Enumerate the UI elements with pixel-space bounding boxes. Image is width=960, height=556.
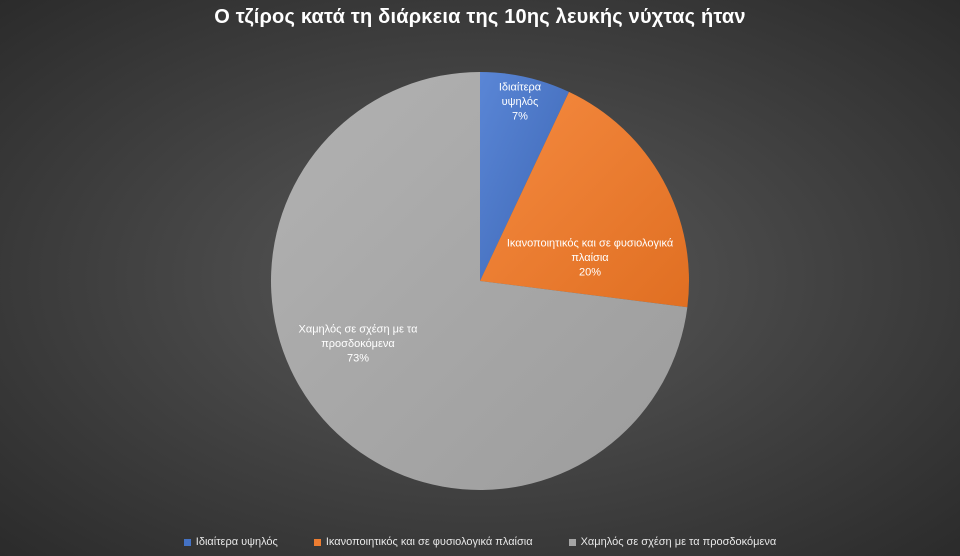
data-label-3: Χαμηλός σε σχέση με τα προσδοκόμενα 73% [299, 324, 419, 365]
pie-slice-1 [480, 72, 569, 281]
pie-slice-3 [271, 72, 688, 491]
legend-item-1: Ιδιαίτερα υψηλός [183, 536, 278, 548]
legend-label: Ικανοποιητικός και σε φυσιολογικά πλαίσι… [325, 536, 533, 548]
legend-label: Χαμηλός σε σχέση με τα προσδοκόμενα [580, 536, 777, 548]
pie-slice-2 [480, 91, 689, 308]
legend-swatch [313, 538, 321, 546]
chart-title: Ο τζίρος κατά τη διάρκεια της 10ης λευκή… [214, 6, 746, 28]
pie-slices [271, 72, 689, 491]
data-label-1: Ιδιαίτερα υψηλός 7% [499, 82, 542, 123]
legend-label: Ιδιαίτερα υψηλός [195, 536, 278, 548]
legend-swatch [183, 538, 191, 546]
data-label-2: Ικανοποιητικός και σε φυσιολογικά πλαίσια… [507, 238, 674, 279]
pie-data-labels: Ιδιαίτερα υψηλός 7% Ικανοποιητικός και σε φ… [299, 82, 674, 365]
legend-item-2: Ικανοποιητικός και σε φυσιολογικά πλαίσι… [313, 536, 533, 548]
legend-item-3: Χαμηλός σε σχέση με τα προσδοκόμενα [568, 536, 777, 548]
chart-legend: Ιδιαίτερα υψηλός Ικανοποιητικός και σε φυ… [0, 536, 960, 548]
legend-swatch [568, 538, 576, 546]
